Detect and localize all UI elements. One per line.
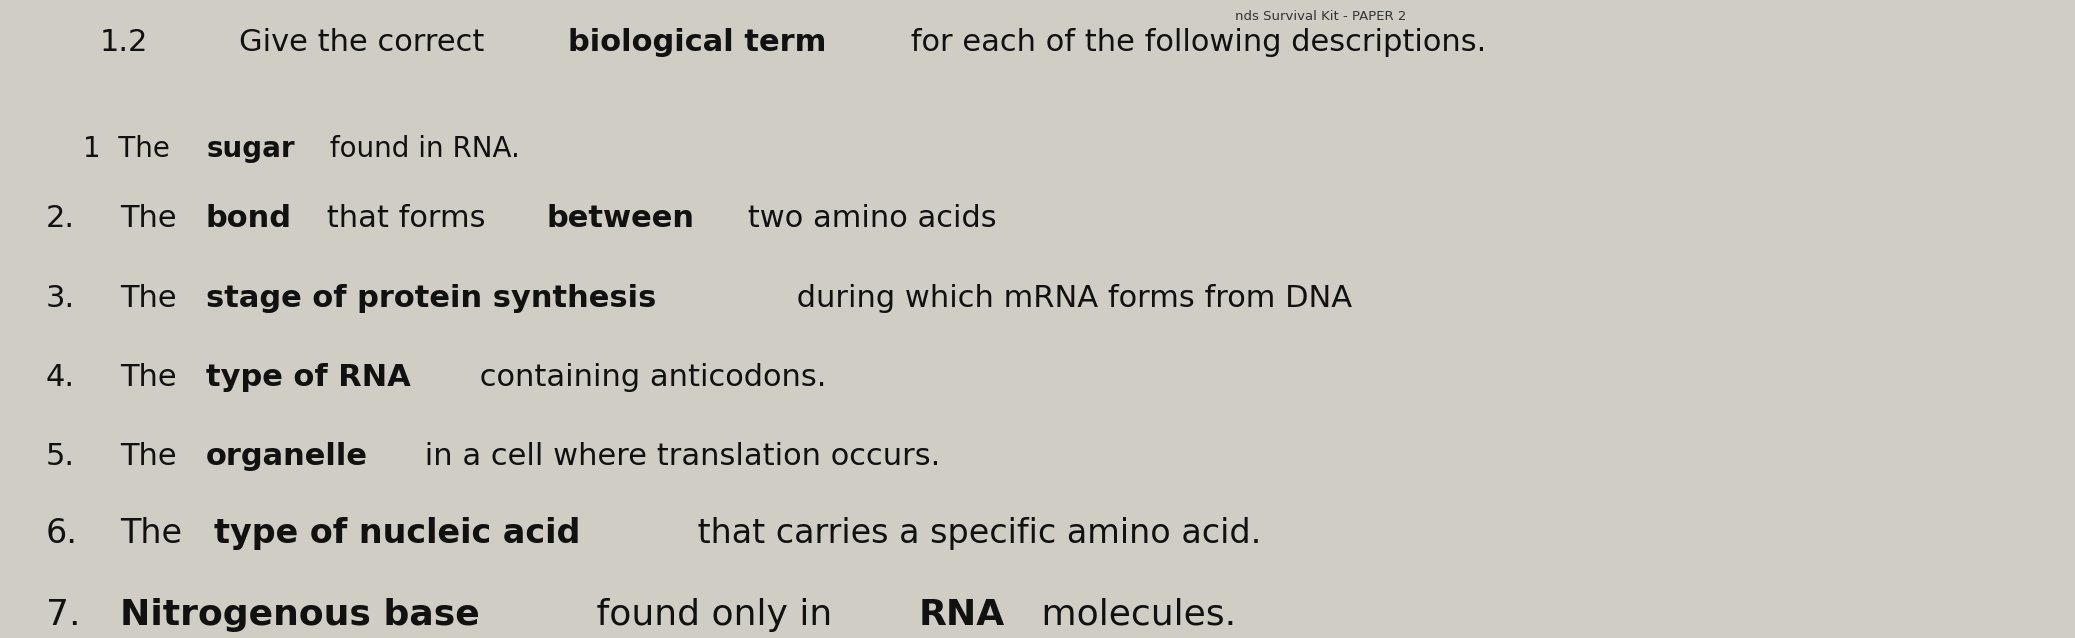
- Text: between: between: [548, 204, 695, 233]
- Text: that forms: that forms: [317, 204, 496, 233]
- Text: 4.: 4.: [46, 364, 75, 392]
- Text: 7.: 7.: [46, 598, 81, 632]
- Text: organelle: organelle: [205, 442, 367, 471]
- Text: found only in: found only in: [585, 598, 842, 632]
- Text: biological term: biological term: [569, 29, 826, 57]
- Text: 1  The: 1 The: [83, 135, 178, 163]
- Text: containing anticodons.: containing anticodons.: [471, 364, 826, 392]
- Text: during which mRNA forms from DNA: during which mRNA forms from DNA: [786, 284, 1353, 313]
- Text: 1.2: 1.2: [100, 29, 147, 57]
- Text: type of nucleic acid: type of nucleic acid: [214, 517, 581, 550]
- Text: 6.: 6.: [46, 517, 77, 550]
- Text: two amino acids: two amino acids: [739, 204, 996, 233]
- Text: type of RNA: type of RNA: [205, 364, 411, 392]
- Text: 2.: 2.: [46, 204, 75, 233]
- Text: stage of protein synthesis: stage of protein synthesis: [205, 284, 656, 313]
- Text: RNA: RNA: [919, 598, 1004, 632]
- Text: The: The: [120, 442, 187, 471]
- Text: bond: bond: [205, 204, 293, 233]
- Text: for each of the following descriptions.: for each of the following descriptions.: [901, 29, 1486, 57]
- Text: found in RNA.: found in RNA.: [322, 135, 519, 163]
- Text: The: The: [120, 284, 187, 313]
- Text: nds Survival Kit - PAPER 2: nds Survival Kit - PAPER 2: [1235, 10, 1407, 22]
- Text: in a cell where translation occurs.: in a cell where translation occurs.: [415, 442, 940, 471]
- Text: sugar: sugar: [208, 135, 295, 163]
- Text: 5.: 5.: [46, 442, 75, 471]
- Text: molecules.: molecules.: [1029, 598, 1237, 632]
- Text: Nitrogenous base: Nitrogenous base: [120, 598, 479, 632]
- Text: Give the correct: Give the correct: [239, 29, 494, 57]
- Text: that carries a specific amino acid.: that carries a specific amino acid.: [687, 517, 1262, 550]
- Text: The: The: [120, 364, 187, 392]
- Text: The: The: [120, 517, 193, 550]
- Text: 3.: 3.: [46, 284, 75, 313]
- Text: The: The: [120, 204, 187, 233]
